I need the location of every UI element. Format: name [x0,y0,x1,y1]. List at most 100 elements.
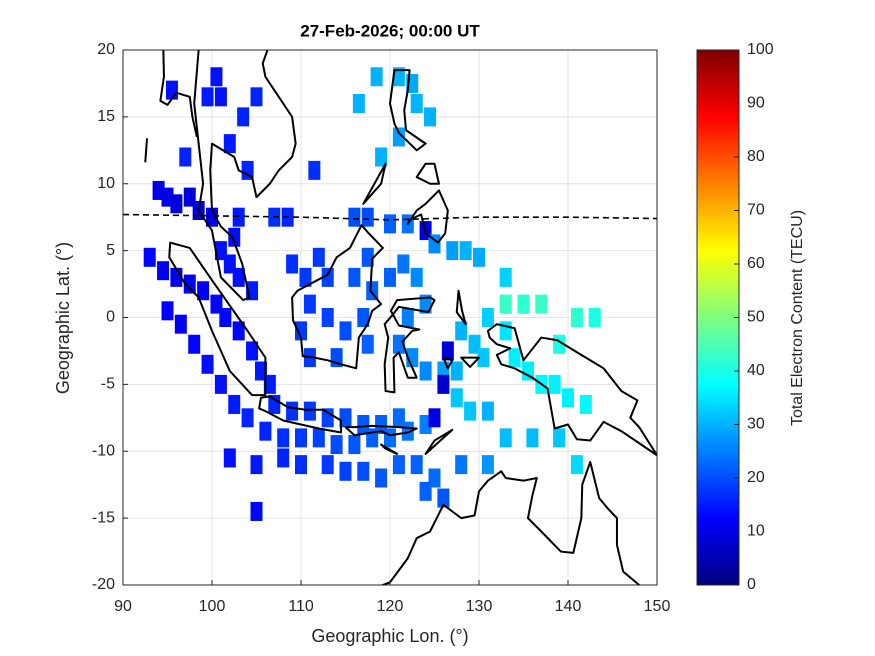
tec-cell [299,267,312,287]
tec-cell [339,408,352,428]
colorbar-tick-label: 20 [747,469,765,486]
x-tick-label: 150 [644,598,671,615]
y-tick-label: 5 [106,242,115,259]
tec-cell [232,321,245,341]
colorbar-tick-label: 50 [747,309,765,326]
coastlines [123,37,657,612]
tec-cell [246,281,259,301]
tec-cell [250,501,263,521]
colorbar-tick-label: 80 [747,148,765,165]
tec-cell [170,194,183,214]
tec-cell [401,308,414,327]
tec-cell [312,428,325,448]
y-tick-label: 0 [106,309,115,326]
tec-cell [455,455,468,475]
tec-cell [499,294,512,314]
tec-cell [201,354,214,374]
coastline [363,164,439,204]
tec-cell [295,321,307,341]
tec-cell [339,461,352,481]
coastline [292,225,383,368]
tec-cell [370,67,383,87]
tec-cell [348,207,361,227]
tec-cell [361,207,374,227]
tec-cell [228,227,241,247]
coastline [145,138,147,162]
tec-cell [286,254,299,274]
colorbar-tick-label: 60 [747,255,765,272]
tec-cell [481,401,494,421]
tec-cell [410,267,423,287]
tec-cell [303,294,316,314]
x-tick-label: 140 [555,598,582,615]
tec-cell [232,207,245,227]
tec-cell [477,348,490,368]
tec-cell [397,254,410,274]
y-tick-label: -15 [92,509,115,526]
tec-cell [295,455,307,475]
tec-cell [241,408,254,428]
colorbar-label: Total Electron Content (TECU) [789,210,806,426]
tec-cell [250,455,263,475]
tec-cell [392,67,405,87]
tec-cell [214,87,227,107]
tec-cell [157,261,170,281]
tec-cell [237,107,250,127]
chart-title: 27-Feb-2026; 00:00 UT [300,21,480,40]
tec-cell [570,455,583,475]
colorbar-tick-label: 30 [747,416,765,433]
y-tick-label: 15 [97,108,115,125]
tec-cell [241,160,254,180]
tec-cell [228,394,241,414]
colorbar [696,49,740,586]
tec-cell [165,80,178,100]
tec-cell [348,435,361,455]
tec-cell [303,401,316,421]
tec-cell [521,361,534,381]
tec-cell [321,408,334,428]
tec-cell [143,247,156,267]
tec-cell [459,241,472,261]
tec-cell [437,374,450,394]
tec-cell [201,87,214,107]
tec-cell [588,308,601,327]
tec-cell [206,207,218,227]
colorbar-tick-label: 40 [747,362,765,379]
tec-cell [295,428,307,448]
x-tick-label: 130 [466,598,493,615]
x-tick-label: 120 [377,598,404,615]
tec-cell [499,428,512,448]
tec-cell [246,341,259,361]
coastline [390,70,426,150]
tec-cell [348,267,361,287]
tec-cell [357,461,370,481]
tec-cell [548,374,561,394]
x-tick-label: 110 [288,598,314,615]
tec-cell [361,247,374,267]
tec-cell [214,374,227,394]
tec-cell [375,415,388,434]
y-tick-label: -20 [92,576,115,593]
tec-cell [424,107,437,127]
cells [143,67,601,521]
tec-cell [384,214,396,234]
coastline [408,190,448,242]
x-axis-label: Geographic Lon. (°) [311,626,468,646]
tec-cell [535,294,548,314]
tec-cell [384,267,396,287]
tec-cell [392,334,405,354]
tec-cell [223,134,236,154]
tec-cell [277,448,290,468]
tec-cell [473,247,485,267]
coastline [160,37,196,137]
magnetic-equator [123,215,657,220]
tec-cell [526,428,539,448]
y-tick-label: 10 [97,175,115,192]
x-tick-label: 100 [199,598,226,615]
tec-cell [375,147,388,167]
tec-cell [308,160,321,180]
y-tick-label: 20 [97,41,115,58]
tec-cell [268,394,281,414]
tec-cell [210,67,223,87]
